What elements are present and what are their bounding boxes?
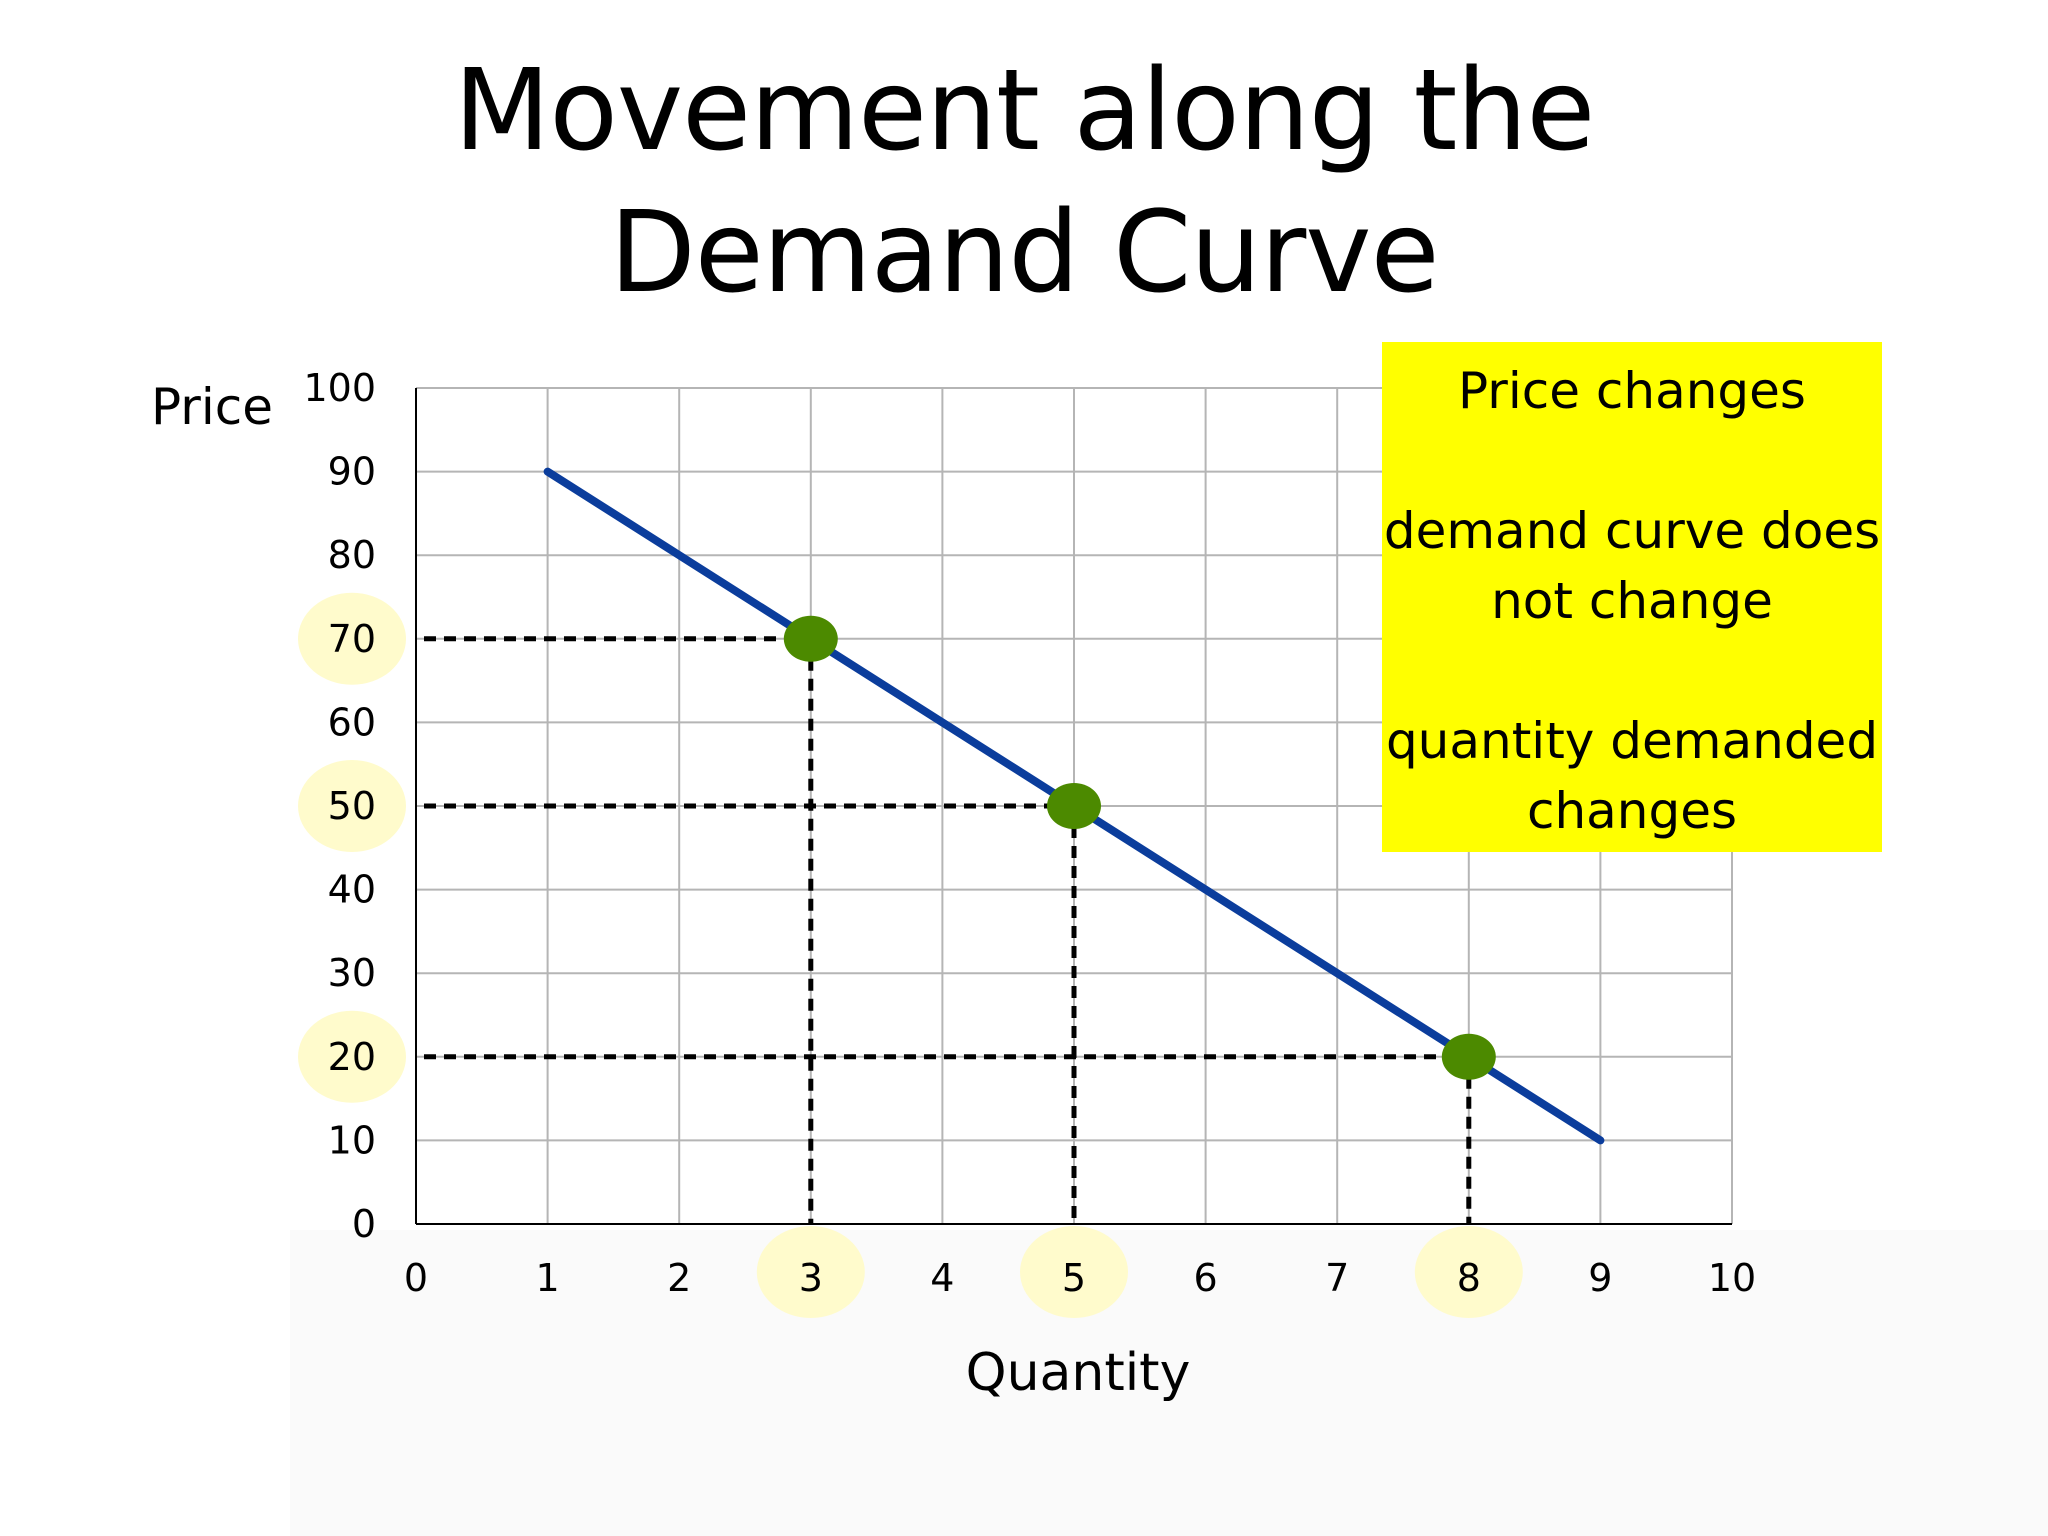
y-tick-label-90: 90 (328, 450, 376, 494)
point-q3-p70 (783, 615, 838, 662)
price-change-note: Price changes demand curve does not chan… (1382, 342, 1882, 852)
x-tick-label-5: 5 (1062, 1256, 1086, 1300)
x-tick-label-9: 9 (1588, 1256, 1612, 1300)
point-q8-p20 (1441, 1033, 1496, 1080)
x-tick-highlight-3 (756, 1226, 865, 1318)
x-tick-label-4: 4 (930, 1256, 954, 1300)
slide-background (290, 1230, 2048, 1536)
x-tick-label-1: 1 (536, 1256, 560, 1300)
y-tick-highlight-50 (298, 760, 406, 852)
y-tick-label-30: 30 (328, 951, 376, 995)
y-tick-label-20: 20 (328, 1035, 376, 1079)
slide-title-line-2: Demand Curve (609, 188, 1440, 318)
slide-title-line-1: Movement along the (453, 46, 1596, 176)
note-line-1a: demand curve does (1383, 502, 1881, 560)
x-tick-label-8: 8 (1457, 1256, 1481, 1300)
y-axis-label: Price (151, 378, 273, 436)
tick-highlights (298, 592, 1523, 1318)
y-tick-highlight-70 (298, 592, 406, 685)
x-tick-highlight-5 (1020, 1226, 1128, 1318)
y-tick-label-50: 50 (328, 784, 376, 828)
x-tick-highlight-8 (1414, 1226, 1523, 1318)
note-line-2a: quantity demanded (1385, 712, 1879, 770)
x-tick-label-6: 6 (1194, 1256, 1218, 1300)
x-tick-label-0: 0 (404, 1256, 428, 1300)
y-tick-label-70: 70 (328, 617, 376, 661)
x-tick-label-2: 2 (667, 1256, 691, 1300)
x-tick-label-10: 10 (1708, 1256, 1756, 1300)
x-tick-label-3: 3 (799, 1256, 823, 1300)
note-line-2b: changes (1526, 782, 1738, 840)
point-q5-p50 (1047, 783, 1101, 829)
x-axis-label: Quantity (966, 1343, 1191, 1403)
y-tick-highlight-20 (298, 1010, 406, 1103)
x-tick-label-7: 7 (1325, 1256, 1349, 1300)
note-line-1b: not change (1491, 572, 1773, 630)
y-tick-label-80: 80 (328, 533, 376, 577)
y-tick-label-60: 60 (328, 700, 376, 744)
y-tick-label-100: 100 (303, 366, 376, 410)
note-heading: Price changes (1458, 362, 1806, 420)
axes (415, 388, 1732, 1225)
slide-title: Movement along the Demand Curve (0, 40, 2048, 324)
y-tick-label-10: 10 (328, 1118, 376, 1162)
demand-points (783, 615, 1496, 1080)
y-tick-label-40: 40 (328, 868, 376, 912)
dashed-guide-lines (424, 636, 1472, 1224)
y-tick-label-0: 0 (352, 1202, 376, 1246)
